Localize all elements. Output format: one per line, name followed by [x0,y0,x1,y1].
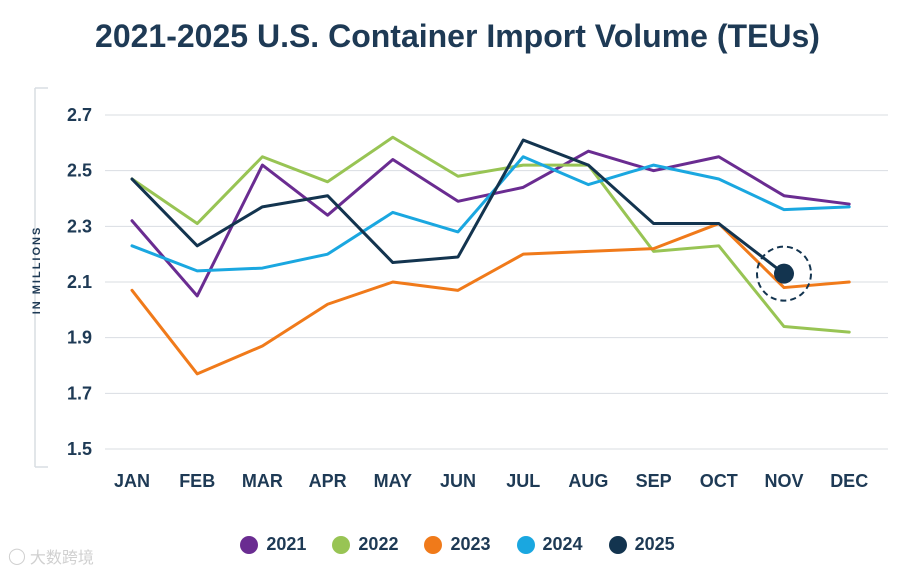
series-line-2025 [130,138,786,276]
y-tick-label: 2.5 [67,161,92,181]
annotation-point [774,263,794,284]
x-tick-label: JUN [440,471,476,491]
legend-item-2024: 2024 [516,534,583,555]
x-tick-label: APR [309,471,347,491]
grid-lines [105,114,888,450]
legend-swatch [240,535,259,554]
legend-swatch [424,535,443,554]
x-tick-label: AUG [568,471,608,491]
legend-label: 2024 [542,534,583,554]
y-tick-label: 1.5 [67,439,92,459]
y-axis-label: IN MILLIONS [31,226,43,315]
x-tick-label: DEC [830,471,868,491]
x-tick-label: SEP [636,471,672,491]
x-tick-label: JAN [114,471,150,491]
annotation-ring [756,245,812,302]
x-tick-label: JUL [506,471,540,491]
series-line-2023 [130,222,851,376]
watermark-logo-icon: ◯ [8,548,26,565]
legend-label: 2023 [450,534,491,554]
legend-swatch [332,535,351,554]
x-tick-label: OCT [700,471,738,491]
watermark-text: 大数跨境 [29,550,94,567]
legend-label: 2021 [266,534,307,554]
series-lines [130,135,851,376]
y-tick-label: 1.7 [67,383,92,403]
legend-swatch [516,535,535,554]
x-tick-label: MAR [242,471,283,491]
y-tick-labels: 2.7 2.5 2.3 2.1 1.9 1.7 1.5 [67,105,92,459]
watermark: ◯ 大数跨境 [8,544,94,568]
x-tick-label: NOV [764,471,803,491]
series-line-2022 [130,135,851,334]
y-tick-label: 1.9 [67,328,92,348]
annotation [756,245,812,302]
chart-title: 2021-2025 U.S. Container Import Volume (… [95,18,820,54]
series-line-2024 [130,155,851,273]
legend-item-2022: 2022 [332,534,398,555]
y-tick-label: 2.7 [67,105,92,125]
y-tick-label: 2.3 [67,216,92,236]
x-tick-label: MAY [374,471,412,491]
axes [34,87,48,468]
y-tick-label: 2.1 [67,272,92,292]
legend: 2021 2022 2023 2024 2025 [0,534,915,555]
legend-label: 2022 [358,534,399,554]
x-tick-labels: JAN FEB MAR APR MAY JUN JUL AUG SEP OCT NOV DEC [114,471,868,491]
legend-swatch [608,535,627,554]
legend-item-2021: 2021 [240,534,306,555]
x-tick-label: FEB [179,471,215,491]
legend-item-2025: 2025 [608,534,675,555]
legend-item-2023: 2023 [424,534,491,555]
legend-label: 2025 [634,534,675,554]
